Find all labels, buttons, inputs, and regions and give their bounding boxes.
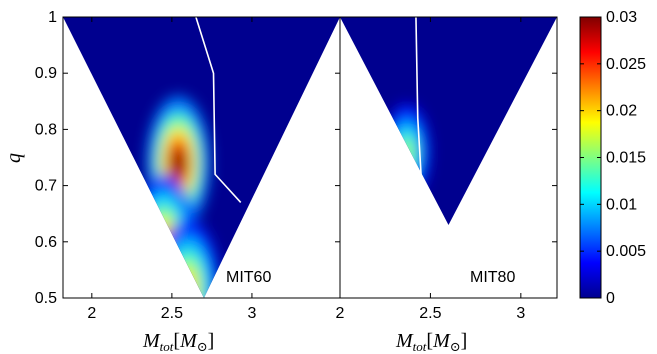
colorbar-tick-label: 0.01	[606, 196, 637, 213]
boundary-contour-mit80	[415, 17, 423, 181]
colorbar-ticks: 0 0.005 0.01 0.015 0.02 0.025 0.03	[580, 9, 646, 307]
x-axis-right: 2 2.5 3	[336, 16, 557, 322]
x-tick-label: 2.5	[161, 305, 183, 322]
colorbar-tick-label: 0.02	[606, 103, 637, 120]
colorbar-tick-label: 0.03	[606, 9, 637, 26]
heat-contour-mit60-0-4	[170, 146, 186, 180]
y-tick-label: 0.5	[35, 290, 57, 307]
colorbar: 0 0.005 0.01 0.015 0.02 0.025 0.03	[579, 9, 646, 307]
x-tick-label: 2	[87, 305, 96, 322]
y-axis-left: 0.5 0.6 0.7 0.8 0.9 1	[35, 9, 340, 307]
panel-mit60: 0.50.60.70.80.91 2 2.5 3 MIT60	[35, 9, 341, 322]
annotation-mit60: MIT60	[226, 269, 271, 286]
x-tick-label: 2.5	[419, 305, 441, 322]
colorbar-tick-label: 0	[606, 290, 615, 307]
colorbar-tick-label: 0.015	[606, 150, 646, 167]
panel-mit80: 2 2.5 3 MIT80	[336, 16, 558, 322]
boundary-contour-mit60	[195, 17, 242, 203]
colorbar-tick-label: 0.025	[606, 56, 646, 73]
y-tick-label: 0.9	[35, 65, 57, 82]
x-axis-label-left: Mtot[M⊙]	[142, 330, 214, 354]
y-tick-label: 0.6	[35, 234, 57, 251]
y-axis-label: q	[3, 153, 25, 163]
svg-text:Mtot[M⊙]: Mtot[M⊙]	[395, 330, 467, 354]
y-tick-label: 1	[48, 9, 57, 26]
y-tick-label: 0.7	[35, 178, 57, 195]
domain-triangle-mit80	[340, 17, 557, 225]
x-axis-label-right: Mtot[M⊙]	[395, 330, 467, 354]
x-axis-left: 2 2.5 3	[87, 17, 256, 322]
annotation-mit80: MIT80	[470, 269, 515, 286]
svg-text:Mtot[M⊙]: Mtot[M⊙]	[142, 330, 214, 354]
x-tick-label: 3	[247, 305, 256, 322]
colorbar-tick-label: 0.005	[606, 243, 646, 260]
axes-frame-right	[339, 16, 558, 299]
x-tick-label: 3	[516, 305, 525, 322]
x-tick-label: 2	[336, 305, 345, 322]
y-tick-label: 0.8	[35, 121, 57, 138]
colorbar-gradient	[580, 17, 601, 298]
